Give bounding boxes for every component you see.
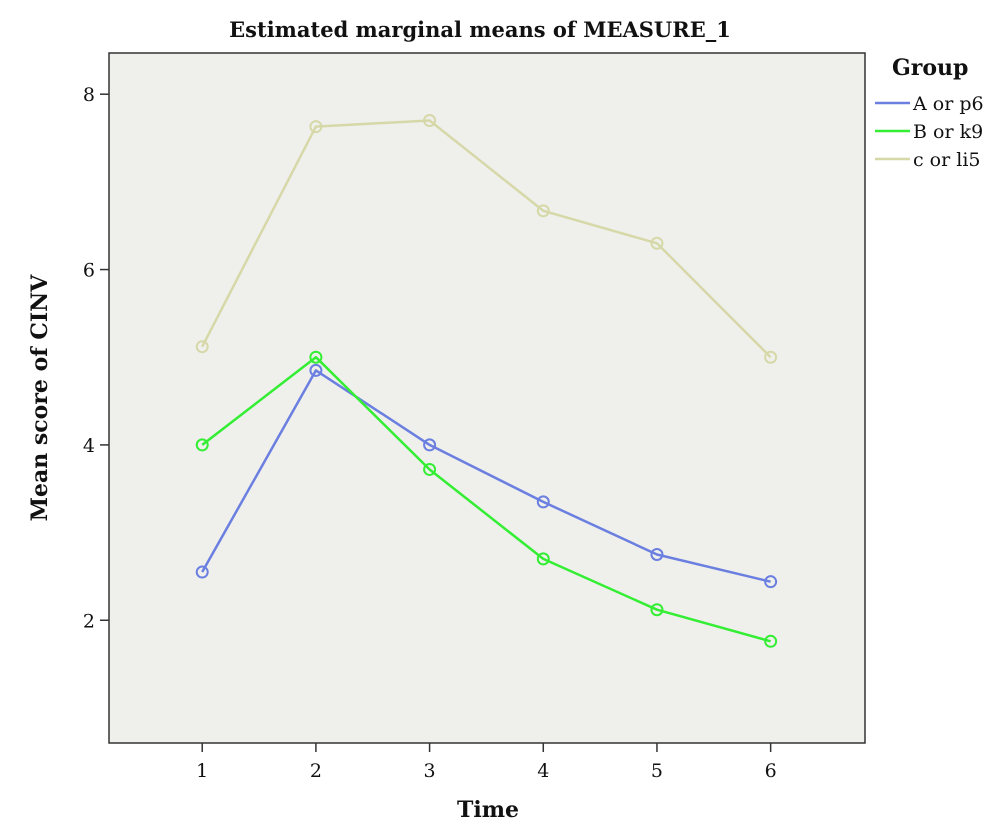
series-3	[195, 114, 778, 364]
data-point	[423, 462, 437, 476]
data-point	[536, 495, 550, 509]
series-line	[201, 355, 771, 643]
data-point	[309, 120, 323, 134]
legend: Group A or p6 B or k9 c or li5	[875, 55, 984, 171]
x-tick-label: 5	[651, 760, 663, 782]
legend-items: A or p6 B or k9 c or li5	[875, 93, 984, 171]
plot-area	[108, 52, 866, 744]
data-point	[764, 634, 778, 648]
y-axis-title: Mean score of CINV	[27, 274, 53, 522]
series-1	[195, 363, 778, 589]
legend-item: c or li5	[875, 149, 980, 171]
data-point	[650, 236, 664, 250]
data-point	[536, 204, 550, 218]
legend-label: A or p6	[912, 93, 984, 115]
data-point	[309, 350, 323, 364]
series-layer	[195, 114, 778, 648]
legend-label: c or li5	[913, 149, 980, 171]
legend-item: A or p6	[875, 93, 984, 115]
y-tick-label: 6	[83, 260, 95, 282]
y-tick-label: 4	[83, 435, 95, 457]
data-point	[650, 547, 664, 561]
data-point	[309, 363, 323, 377]
y-tick-label: 8	[83, 84, 95, 106]
chart-title: Estimated marginal means of MEASURE_1	[229, 17, 731, 42]
data-point	[423, 438, 437, 452]
data-point	[764, 350, 778, 364]
x-axis: 1 2 3 4 5 6	[196, 743, 777, 782]
x-axis-title: Time	[457, 797, 519, 823]
series-line	[201, 369, 771, 583]
x-tick-label: 1	[196, 760, 208, 782]
x-tick-label: 6	[765, 760, 777, 782]
data-point	[195, 438, 209, 452]
data-point	[195, 340, 209, 354]
legend-title: Group	[892, 55, 968, 81]
y-axis: 2 4 6 8	[83, 84, 109, 632]
y-tick-label: 2	[83, 610, 95, 632]
data-point	[764, 575, 778, 589]
data-point	[423, 114, 437, 128]
x-tick-label: 3	[424, 760, 436, 782]
x-tick-label: 4	[537, 760, 549, 782]
series-line	[201, 119, 772, 359]
x-tick-label: 2	[310, 760, 322, 782]
series-2	[195, 350, 778, 648]
legend-label: B or k9	[913, 121, 983, 143]
data-point	[195, 565, 209, 579]
data-point	[536, 552, 550, 566]
legend-item: B or k9	[875, 121, 983, 143]
data-point	[650, 603, 664, 617]
